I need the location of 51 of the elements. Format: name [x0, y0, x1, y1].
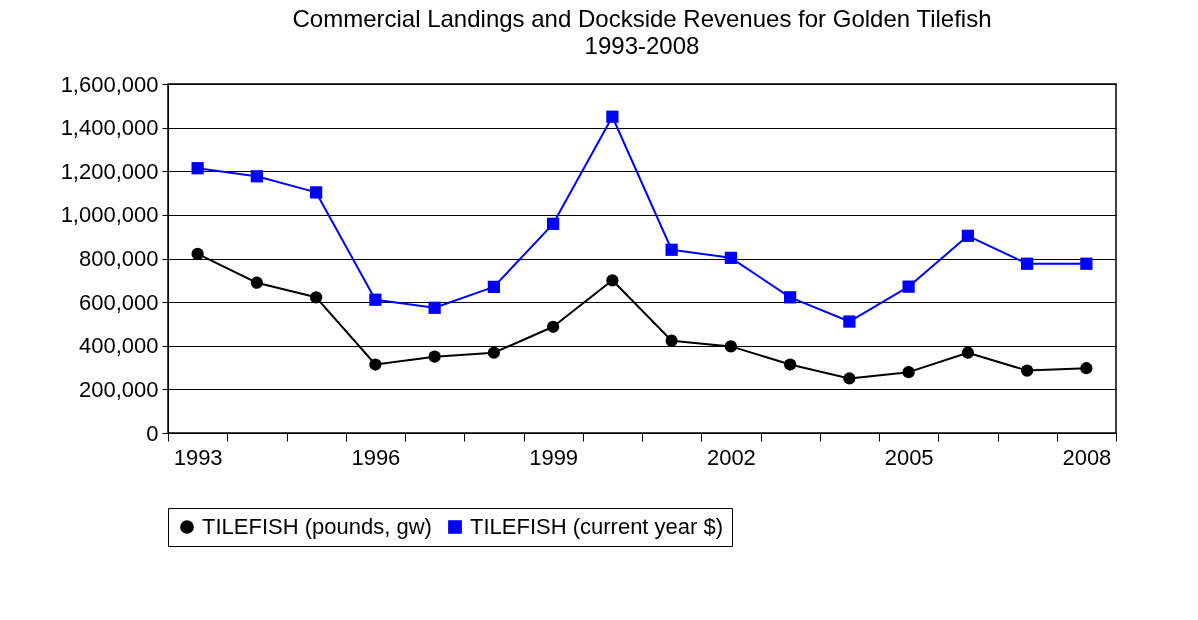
chart-subtitle: 1993-2008 — [584, 32, 700, 59]
point — [961, 229, 974, 242]
point — [784, 291, 797, 304]
x-tick-label: 2008 — [1062, 444, 1112, 470]
point — [369, 358, 382, 371]
point — [310, 291, 323, 304]
point — [1080, 362, 1093, 375]
y-tick-label: 1,400,000 — [60, 115, 159, 141]
point — [1080, 257, 1093, 270]
point — [606, 274, 619, 287]
point — [547, 217, 560, 230]
point — [665, 334, 678, 347]
y-tick-label: 0 — [146, 420, 159, 446]
point — [487, 280, 500, 293]
point — [665, 243, 678, 256]
point — [191, 162, 204, 175]
y-tick-label: 600,000 — [78, 289, 159, 315]
x-tick-label: 1996 — [351, 444, 401, 470]
x-tick-label: 2005 — [884, 444, 934, 470]
point — [1021, 364, 1034, 377]
point — [902, 366, 915, 379]
x-tick-label: 1999 — [529, 444, 579, 470]
point — [310, 186, 323, 199]
point — [843, 372, 856, 385]
y-tick-label: 1,600,000 — [60, 71, 159, 97]
point — [369, 293, 382, 306]
x-tick-label: 1993 — [173, 444, 223, 470]
point — [606, 110, 619, 123]
chart-title: Commercial Landings and Dockside Revenues for Golden Tilefish — [292, 5, 992, 32]
point — [547, 320, 560, 333]
point — [428, 301, 441, 314]
point — [784, 358, 797, 371]
y-tick-label: 200,000 — [78, 376, 159, 402]
y-tick-label: 1,200,000 — [60, 158, 159, 184]
y-tick-label: 1,000,000 — [60, 202, 159, 228]
point — [250, 170, 263, 183]
point — [428, 350, 441, 363]
point — [843, 315, 856, 328]
x-tick-label: 2002 — [706, 444, 756, 470]
legend-label: TILEFISH (current year $) — [470, 514, 724, 539]
point — [250, 276, 263, 289]
point — [724, 251, 737, 264]
y-tick-label: 400,000 — [78, 333, 159, 359]
y-tick-label: 800,000 — [78, 246, 159, 271]
point — [724, 340, 737, 353]
legend-label: TILEFISH (pounds, gw) — [202, 514, 432, 539]
point — [961, 346, 974, 359]
point — [487, 346, 500, 359]
point — [902, 280, 915, 293]
point — [191, 247, 204, 261]
point — [1021, 257, 1034, 270]
